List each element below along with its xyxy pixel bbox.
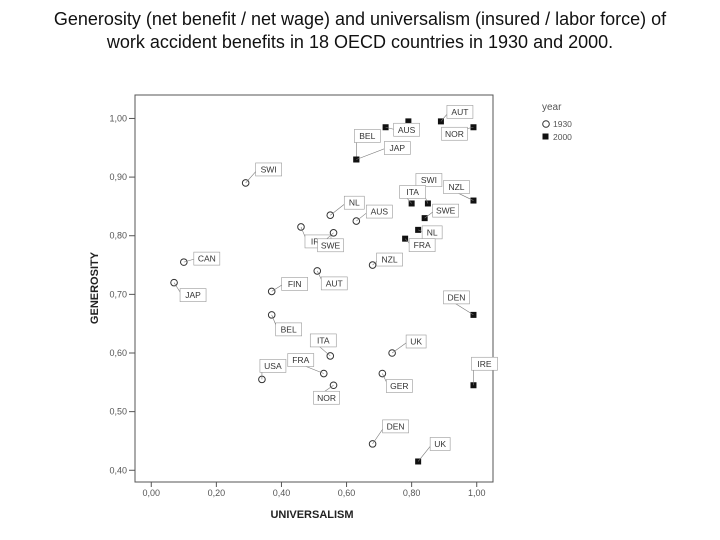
- point-label: UK: [434, 439, 446, 449]
- x-tick-label: 0,40: [273, 488, 291, 498]
- y-tick-label: 0,70: [109, 289, 127, 299]
- point-label: AUT: [451, 107, 468, 117]
- legend-marker-2000: [542, 133, 549, 140]
- label-box: [415, 173, 443, 187]
- point-label: AUT: [326, 278, 343, 288]
- legend-label-2000: 2000: [553, 132, 572, 142]
- label-box: [320, 276, 348, 291]
- x-tick-label: 0,80: [403, 488, 421, 498]
- point-label: AUS: [398, 125, 416, 135]
- label-box: [429, 437, 451, 451]
- label-box: [313, 390, 340, 405]
- label-leader: [417, 443, 433, 462]
- point-label: USA: [264, 361, 282, 371]
- point-label: NOR: [317, 393, 336, 403]
- point-label: IRE: [477, 359, 492, 369]
- y-axis: 0,40 0,50 0,60 0,70 0,80 0,90 1,00: [109, 113, 135, 475]
- point-label: ITA: [317, 335, 330, 345]
- label-box: [281, 277, 308, 291]
- x-tick-label: 0,60: [338, 488, 356, 498]
- point-label: NZL: [382, 255, 398, 265]
- point-label: NZL: [448, 182, 464, 192]
- label-box: [399, 185, 426, 199]
- label-leader: [356, 147, 387, 160]
- y-tick-label: 0,80: [109, 231, 127, 241]
- label-box: [471, 356, 498, 371]
- x-tick-label: 0,00: [143, 488, 161, 498]
- point-label: BEL: [359, 131, 375, 141]
- label-box: [366, 204, 393, 219]
- point-label: SWI: [421, 175, 437, 185]
- label-box: [255, 162, 282, 177]
- y-axis-title: GENEROSITY: [89, 251, 101, 324]
- legend-label-1930: 1930: [553, 119, 572, 129]
- point-label: SWE: [436, 206, 456, 216]
- y-tick-label: 0,90: [109, 172, 127, 182]
- point-label: GER: [390, 381, 408, 391]
- label-box: [343, 195, 365, 210]
- label-box: [354, 129, 381, 143]
- legend-marker-1930: [542, 120, 550, 128]
- point-label: NL: [349, 198, 360, 208]
- label-box: [393, 122, 420, 137]
- x-tick-label: 0,20: [208, 488, 226, 498]
- point-label: FRA: [414, 240, 431, 250]
- x-axis-title: UNIVERSALISM: [270, 509, 353, 521]
- label-box: [287, 353, 315, 367]
- chart-title: Generosity (net benefit / net wage) and …: [53, 9, 667, 52]
- point-label: DEN: [447, 292, 465, 302]
- point-label: ITA: [406, 187, 419, 197]
- point-1930: [319, 369, 328, 378]
- point-label: JAP: [390, 143, 406, 153]
- label-box: [193, 251, 221, 266]
- y-tick-label: 0,60: [109, 348, 127, 358]
- label-box: [275, 322, 302, 337]
- point-label: UK: [410, 337, 422, 347]
- label-box: [376, 252, 403, 267]
- label-box: [441, 126, 468, 141]
- point-label: CAN: [198, 254, 216, 264]
- label-box: [408, 238, 436, 252]
- point-label: NOR: [445, 129, 464, 139]
- label-box: [384, 141, 411, 155]
- point-label: AUS: [371, 207, 389, 217]
- point-label: NL: [427, 227, 438, 237]
- y-tick-label: 0,40: [109, 465, 127, 475]
- label-leader: [391, 341, 409, 354]
- label-box: [259, 359, 287, 373]
- legend-title: year: [542, 102, 562, 113]
- point-label: BEL: [281, 324, 297, 334]
- point-label: SWI: [261, 164, 277, 174]
- y-tick-label: 1,00: [109, 113, 127, 123]
- x-tick-label: 1,00: [468, 488, 486, 498]
- y-tick-label: 0,50: [109, 407, 127, 417]
- legend: year 1930 2000: [542, 102, 572, 142]
- x-axis: 0,00 0,20 0,40 0,60 0,80 1,00: [143, 482, 486, 498]
- point-label: FIN: [288, 279, 302, 289]
- point-label: JAP: [185, 290, 201, 300]
- label-box: [432, 203, 459, 218]
- label-box: [309, 333, 337, 348]
- label-leader: [330, 202, 347, 216]
- label-box: [382, 419, 409, 434]
- label-box: [446, 105, 474, 119]
- label-box: [405, 334, 427, 349]
- label-box: [317, 238, 344, 253]
- point-label: SWE: [321, 240, 341, 250]
- label-box: [179, 288, 207, 302]
- label-box: [386, 379, 413, 393]
- data-points: SWI NL AUS IRE SWE CAN NZL AUT JAP FIN BEL ITA UK USA…: [170, 105, 498, 465]
- point-2000: [405, 118, 412, 125]
- point-label: DEN: [387, 421, 405, 431]
- point-label: FRA: [292, 355, 309, 365]
- label-box: [443, 290, 470, 305]
- label-box: [443, 180, 470, 194]
